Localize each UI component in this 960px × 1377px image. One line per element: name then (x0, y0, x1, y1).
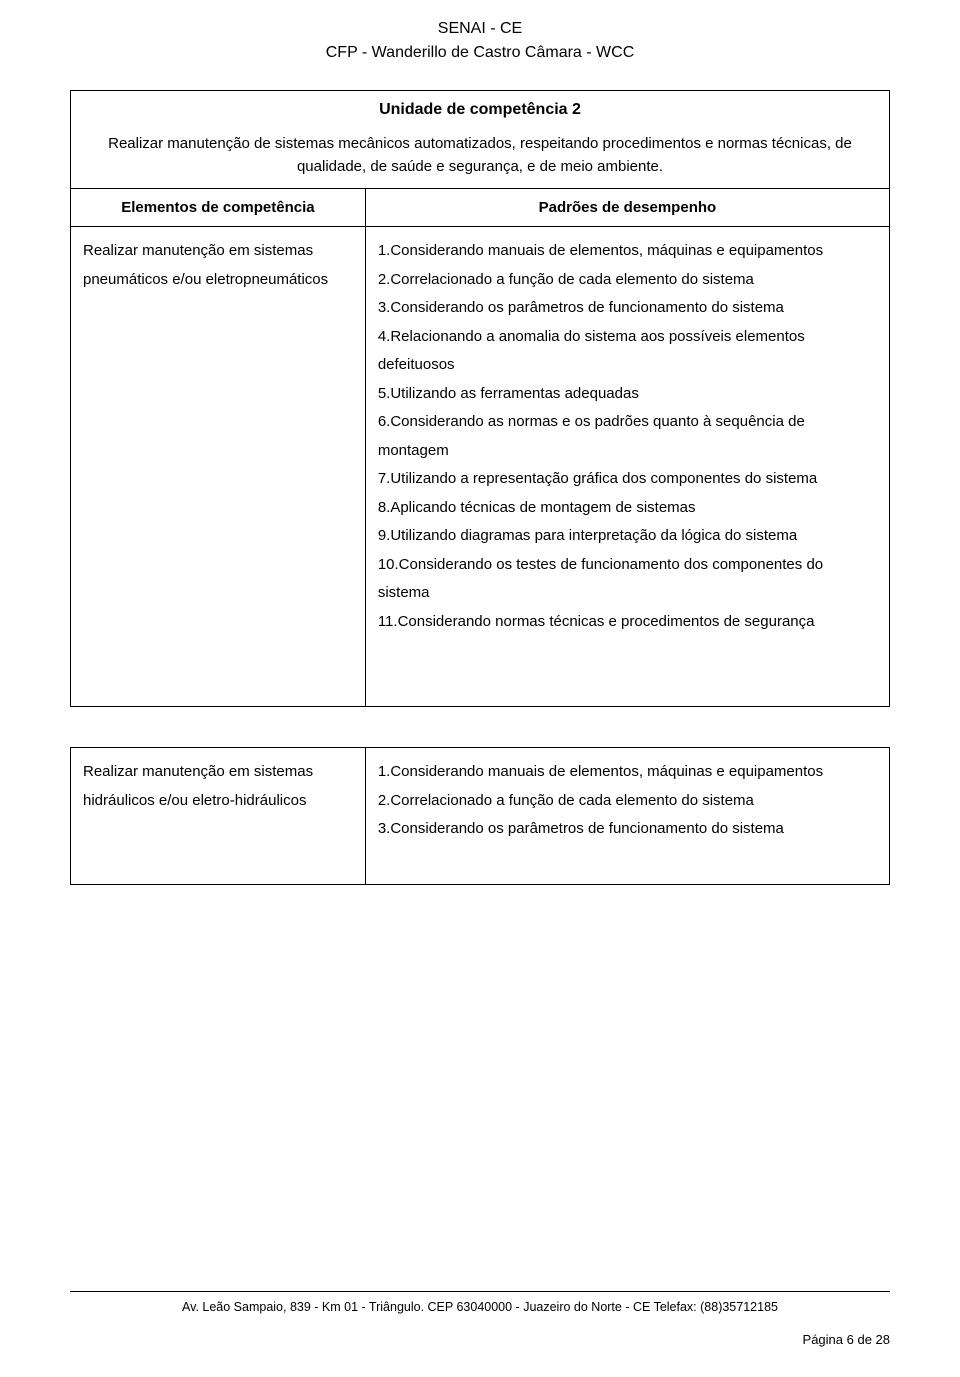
table-row: Realizar manutenção em sistemas hidráuli… (71, 748, 890, 885)
competency-table: Unidade de competência 2 Realizar manute… (70, 90, 890, 707)
header-subtitle: CFP - Wanderillo de Castro Câmara - WCC (70, 44, 890, 62)
elements-cell: Realizar manutenção em sistemas hidráuli… (71, 748, 366, 885)
table-row: Realizar manutenção em sistemas pneumáti… (71, 227, 890, 707)
page-number: Página 6 de 28 (70, 1332, 890, 1347)
col-header-standards: Padrões de desempenho (365, 189, 889, 227)
competency-table-2: Realizar manutenção em sistemas hidráuli… (70, 747, 890, 885)
header-org: SENAI - CE (70, 20, 890, 38)
standards-cell: 1.Considerando manuais de elementos, máq… (365, 227, 889, 707)
elements-cell: Realizar manutenção em sistemas pneumáti… (71, 227, 366, 707)
footer-address: Av. Leão Sampaio, 839 - Km 01 - Triângul… (70, 1291, 890, 1314)
document-header: SENAI - CE CFP - Wanderillo de Castro Câ… (70, 20, 890, 62)
column-header-row: Elementos de competência Padrões de dese… (71, 189, 890, 227)
document-page: SENAI - CE CFP - Wanderillo de Castro Câ… (0, 0, 960, 1377)
document-footer: Av. Leão Sampaio, 839 - Km 01 - Triângul… (70, 1291, 890, 1347)
unit-cell: Unidade de competência 2 Realizar manute… (71, 91, 890, 189)
unit-row: Unidade de competência 2 Realizar manute… (71, 91, 890, 189)
unit-title: Unidade de competência 2 (83, 101, 877, 119)
unit-description: Realizar manutenção de sistemas mecânico… (83, 133, 877, 178)
standards-cell: 1.Considerando manuais de elementos, máq… (365, 748, 889, 885)
col-header-elements: Elementos de competência (71, 189, 366, 227)
